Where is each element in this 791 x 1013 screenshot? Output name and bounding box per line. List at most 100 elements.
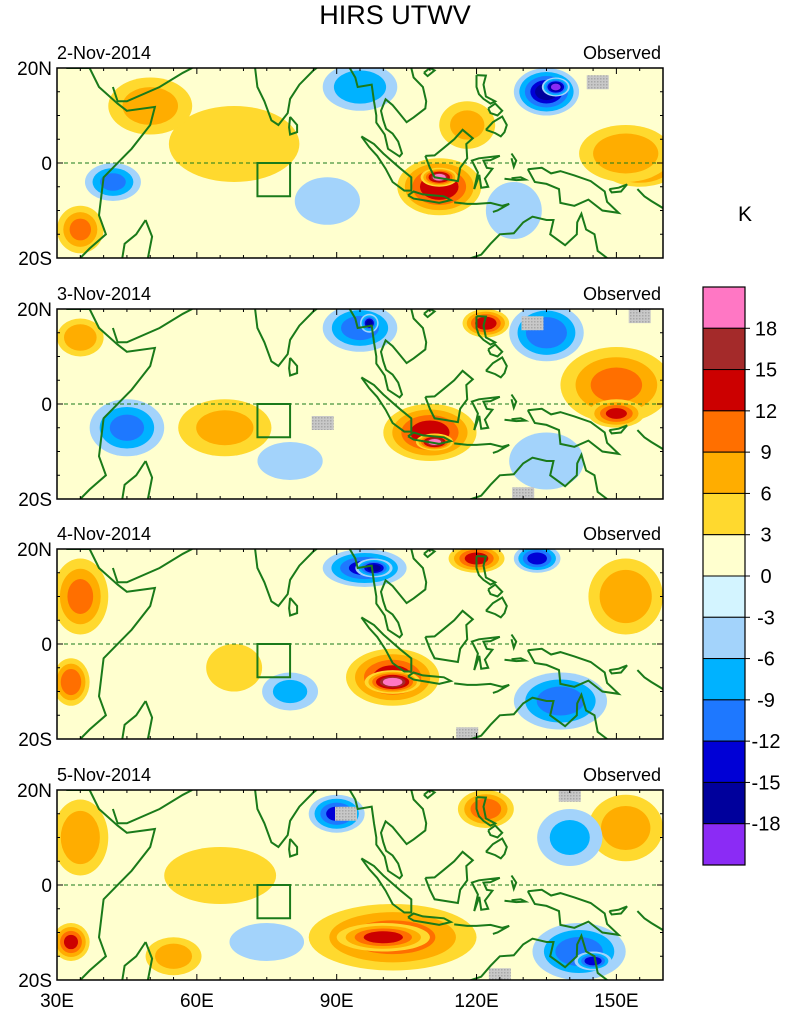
coastline	[468, 933, 608, 980]
coastline	[424, 128, 475, 183]
colorbar-swatch	[702, 492, 746, 536]
colorbar-swatch	[702, 658, 746, 701]
coastline	[288, 597, 299, 617]
panel-label: Observed	[583, 524, 661, 544]
colorbar-swatch	[702, 327, 746, 371]
chart-title: HIRS UTWV	[319, 0, 471, 30]
anomaly-contour	[60, 810, 100, 865]
coastline	[454, 442, 510, 454]
missing-data-patch	[335, 806, 358, 821]
colorbar-swatch	[702, 451, 746, 494]
coastline	[348, 68, 428, 158]
colorbar-label: 3	[760, 525, 771, 547]
anomaly-contour	[63, 324, 97, 351]
coastline	[470, 395, 501, 431]
missing-data-patch	[512, 487, 535, 499]
coastline	[423, 790, 437, 800]
coastline	[111, 549, 193, 584]
anomaly-contour	[382, 677, 403, 687]
coastline	[636, 669, 663, 690]
colorbar-label: 18	[755, 318, 777, 340]
coastline	[423, 549, 437, 559]
coastline	[121, 460, 147, 499]
colorbar-label: 6	[760, 483, 771, 505]
y-tick-label: 0	[41, 635, 52, 656]
units-label: K	[738, 203, 752, 226]
panel-date: 5-Nov-2014	[57, 765, 151, 785]
coastline	[360, 135, 413, 192]
missing-data-patch	[521, 316, 544, 331]
panel-date: 2-Nov-2014	[57, 43, 151, 63]
coastline	[360, 376, 413, 433]
coastline	[608, 424, 628, 435]
colorbar-label: 9	[760, 442, 771, 464]
coastline	[454, 201, 510, 213]
anomaly-contour	[100, 173, 126, 191]
missing-data-patch	[488, 968, 511, 980]
coastline	[407, 912, 454, 926]
coastline	[470, 635, 501, 671]
anomaly-contour	[550, 83, 561, 91]
y-tick-label: 20S	[18, 490, 52, 511]
coastline	[66, 790, 157, 980]
coastline	[454, 923, 510, 935]
y-tick-label: 20S	[18, 971, 52, 992]
coastline	[144, 219, 154, 258]
coastline	[111, 68, 193, 103]
coastline	[348, 790, 428, 880]
colorbar-label: -6	[757, 649, 775, 671]
colorbar-swatch	[702, 740, 746, 783]
coastline	[526, 647, 622, 696]
anomaly-contour	[536, 686, 585, 716]
coastline	[424, 369, 475, 424]
coastline	[526, 888, 622, 937]
anomaly-contour	[67, 579, 94, 614]
x-tick-label: 120E	[454, 991, 498, 1012]
analysis-box	[256, 162, 292, 198]
anomaly-contour	[450, 110, 485, 140]
x-tick-label: 60E	[180, 991, 214, 1012]
colorbar-swatch	[702, 410, 746, 453]
y-tick-label: 20S	[18, 730, 52, 751]
panel-3: 20N 0 20S 4-Nov-2014 Observed	[17, 524, 664, 751]
anomaly-contour	[122, 87, 179, 125]
y-tick-label: 0	[41, 395, 52, 416]
coastline	[360, 857, 413, 914]
panel-date: 4-Nov-2014	[57, 524, 151, 544]
anomaly-contour	[475, 316, 497, 330]
colorbar-label: -3	[757, 607, 775, 629]
coastline	[468, 452, 608, 499]
analysis-box	[256, 403, 292, 439]
coastline	[288, 116, 299, 136]
coastline	[468, 692, 608, 739]
y-tick-label: 20N	[17, 540, 52, 561]
y-tick-label: 0	[41, 154, 52, 175]
anomaly-contour	[363, 931, 403, 944]
coastline	[229, 549, 319, 608]
panel-label: Observed	[583, 43, 661, 63]
colorbar-swatch	[702, 534, 746, 577]
coastline	[477, 45, 485, 59]
panel-label: Observed	[583, 765, 661, 785]
panel-1: 20N 0 20S 2-Nov-2014 Observed	[17, 43, 664, 270]
panel-2: 20N 0 20S 3-Nov-2014 Observed	[17, 284, 664, 511]
anomaly-contour	[485, 182, 542, 239]
coastline	[111, 309, 193, 344]
colorbar: 18 15 12 9 6 3 0 -3 -6 -9 -12 -15 -18	[702, 286, 780, 866]
coastline	[487, 583, 504, 598]
anomaly-contour	[593, 133, 659, 174]
coastline	[360, 616, 413, 673]
anomaly-contour	[527, 552, 547, 565]
colorbar-swatch	[702, 369, 746, 412]
coastline	[526, 407, 622, 456]
missing-data-patch	[558, 790, 581, 802]
coastline	[121, 700, 147, 739]
anomaly-field	[57, 790, 663, 980]
anomaly-contour	[196, 410, 254, 446]
coastline	[487, 824, 504, 839]
coastline	[468, 211, 608, 258]
coastline	[485, 837, 508, 860]
coastline	[424, 609, 475, 664]
anomaly-contour	[60, 668, 82, 696]
coastline	[407, 671, 454, 685]
